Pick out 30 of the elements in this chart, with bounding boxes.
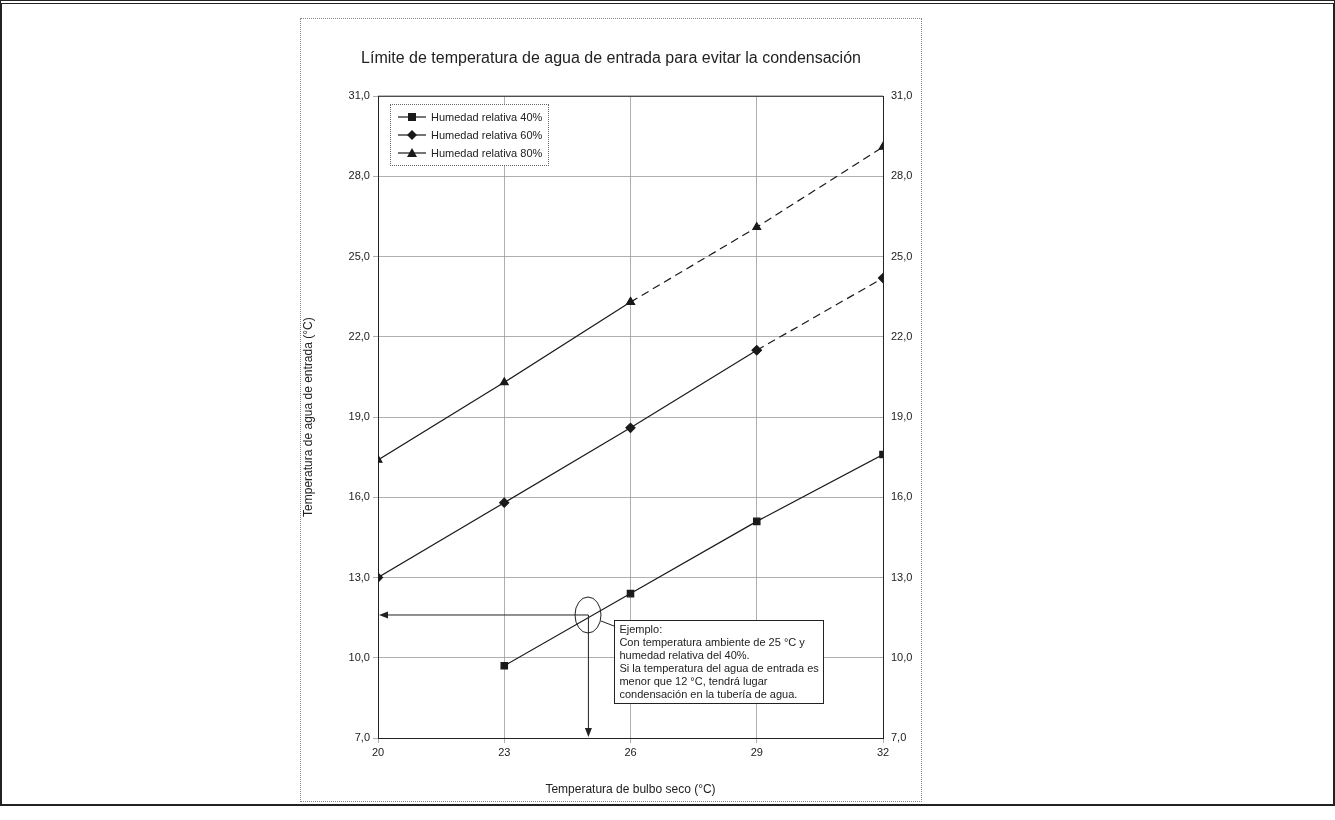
y2-tick-label: 31,0 xyxy=(891,89,913,102)
y-tick-label: 22,0 xyxy=(348,329,370,342)
y2-tick-label: 25,0 xyxy=(891,249,913,262)
y-tick-label: 28,0 xyxy=(348,169,370,182)
y-tick-label: 25,0 xyxy=(348,249,370,262)
legend-label: Humedad relativa 40% xyxy=(431,111,543,124)
y2-tick-label: 22,0 xyxy=(891,329,913,342)
y2-tick-label: 28,0 xyxy=(891,169,913,182)
x-tick-label: 29 xyxy=(750,745,763,758)
y-tick-label: 10,0 xyxy=(348,650,370,663)
x-tick-label: 23 xyxy=(498,745,511,758)
y2-tick-label: 10,0 xyxy=(891,650,913,663)
y-tick-label: 13,0 xyxy=(348,570,370,583)
y-tick-label: 31,0 xyxy=(348,89,370,102)
chart-title: Límite de temperatura de agua de entrada para evitar la condensación xyxy=(361,49,861,67)
x-axis-title: Temperatura de bulbo seco (°C) xyxy=(545,782,716,797)
y2-tick-label: 16,0 xyxy=(891,490,913,503)
x-tick-label: 26 xyxy=(624,745,637,758)
x-tick-label: 20 xyxy=(371,745,385,758)
y-tick-label: 19,0 xyxy=(348,410,370,423)
y-axis-title: Temperatura de agua de entrada (°C) xyxy=(300,317,315,517)
y2-tick-label: 7,0 xyxy=(891,731,907,744)
y2-tick-label: 19,0 xyxy=(891,410,913,423)
y-tick-label: 7,0 xyxy=(354,731,370,744)
x-tick-label: 32 xyxy=(876,745,890,758)
y-tick-label: 16,0 xyxy=(348,490,370,503)
y2-tick-label: 13,0 xyxy=(891,570,913,583)
legend-label: Humedad relativa 80% xyxy=(431,147,543,160)
legend-label: Humedad relativa 60% xyxy=(431,129,543,142)
annotation: Ejemplo: Con temperatura ambiente de 25 °C y humedad relativa del 40%. Si la temperatura del agua de entrada es menor que 12 °C, tendrá lugar condensación en la tubería de agua. xyxy=(614,619,824,704)
